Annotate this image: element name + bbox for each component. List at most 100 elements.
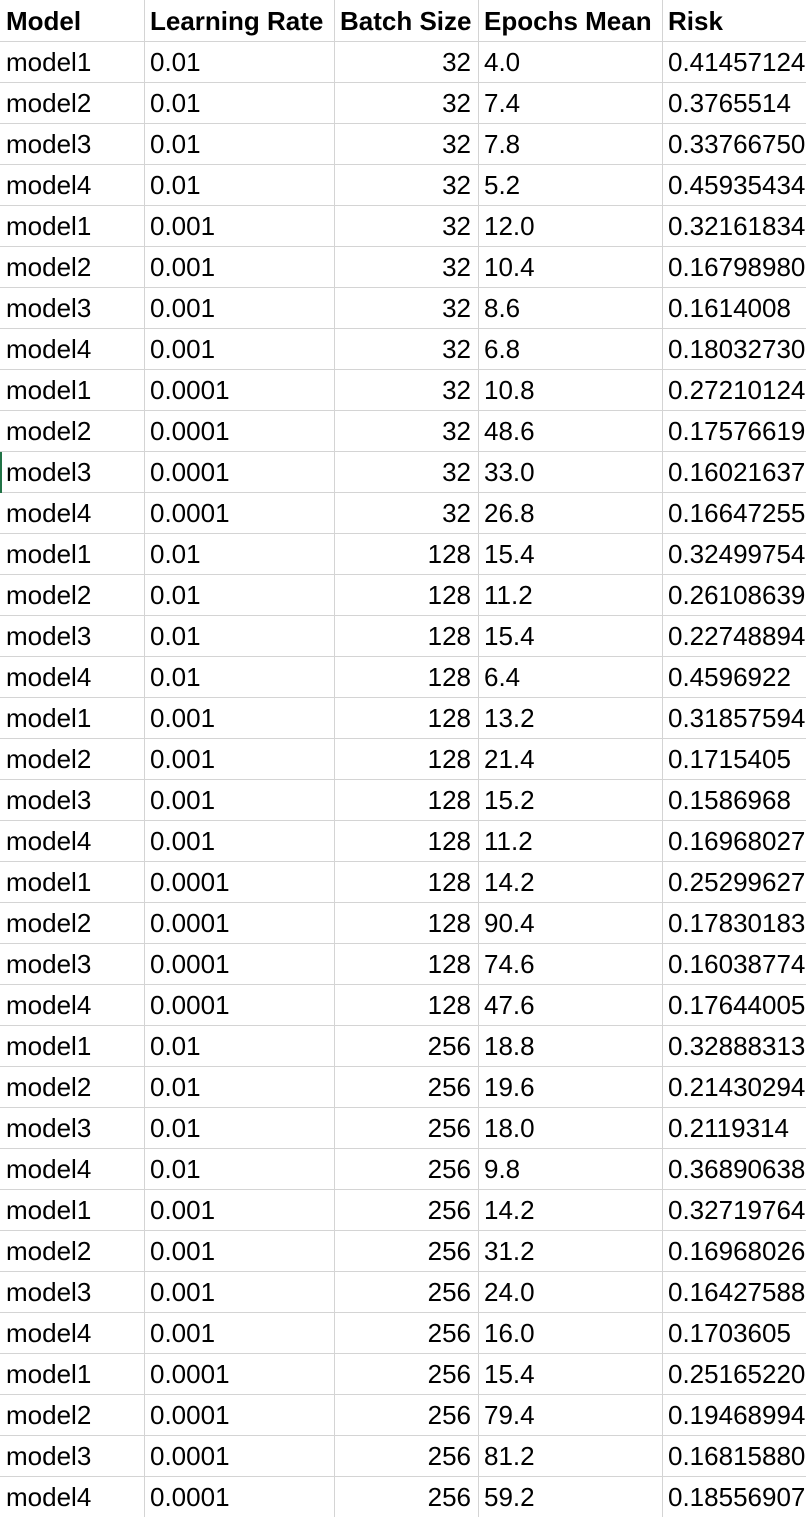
cell-batch-size[interactable]: 32 [335,165,479,206]
cell-learning-rate[interactable]: 0.001 [145,1313,335,1354]
cell-learning-rate[interactable]: 0.001 [145,329,335,370]
cell-batch-size[interactable]: 32 [335,83,479,124]
cell-epochs-mean[interactable]: 24.0 [479,1272,663,1313]
cell-epochs-mean[interactable]: 11.2 [479,575,663,616]
cell-model[interactable]: model4 [0,985,145,1026]
header-cell-batch-size[interactable]: Batch Size [335,0,479,42]
cell-batch-size[interactable]: 128 [335,657,479,698]
cell-learning-rate[interactable]: 0.0001 [145,1477,335,1517]
cell-learning-rate[interactable]: 0.01 [145,616,335,657]
cell-risk[interactable]: 0.4596922 [663,657,806,698]
cell-risk[interactable]: 0.19468994 [663,1395,806,1436]
cell-batch-size[interactable]: 256 [335,1354,479,1395]
cell-batch-size[interactable]: 128 [335,903,479,944]
cell-risk[interactable]: 0.25299627 [663,862,806,903]
cell-epochs-mean[interactable]: 7.8 [479,124,663,165]
cell-epochs-mean[interactable]: 18.0 [479,1108,663,1149]
cell-batch-size[interactable]: 128 [335,780,479,821]
cell-learning-rate[interactable]: 0.0001 [145,944,335,985]
cell-epochs-mean[interactable]: 47.6 [479,985,663,1026]
cell-learning-rate[interactable]: 0.001 [145,288,335,329]
cell-learning-rate[interactable]: 0.001 [145,1272,335,1313]
cell-epochs-mean[interactable]: 4.0 [479,42,663,83]
cell-epochs-mean[interactable]: 7.4 [479,83,663,124]
cell-epochs-mean[interactable]: 14.2 [479,1190,663,1231]
cell-model[interactable]: model2 [0,411,145,452]
cell-learning-rate[interactable]: 0.01 [145,124,335,165]
cell-epochs-mean[interactable]: 6.4 [479,657,663,698]
cell-epochs-mean[interactable]: 12.0 [479,206,663,247]
cell-learning-rate[interactable]: 0.01 [145,165,335,206]
cell-epochs-mean[interactable]: 48.6 [479,411,663,452]
cell-risk[interactable]: 0.1715405 [663,739,806,780]
cell-risk[interactable]: 0.27210124 [663,370,806,411]
cell-model[interactable]: model3 [0,124,145,165]
cell-learning-rate[interactable]: 0.0001 [145,411,335,452]
cell-learning-rate[interactable]: 0.0001 [145,1395,335,1436]
cell-risk[interactable]: 0.17830183 [663,903,806,944]
cell-epochs-mean[interactable]: 10.8 [479,370,663,411]
cell-model[interactable]: model4 [0,329,145,370]
cell-learning-rate[interactable]: 0.001 [145,739,335,780]
cell-epochs-mean[interactable]: 16.0 [479,1313,663,1354]
cell-risk[interactable]: 0.33766750 [663,124,806,165]
cell-epochs-mean[interactable]: 18.8 [479,1026,663,1067]
cell-learning-rate[interactable]: 0.01 [145,534,335,575]
cell-learning-rate[interactable]: 0.0001 [145,1354,335,1395]
cell-learning-rate[interactable]: 0.01 [145,83,335,124]
cell-epochs-mean[interactable]: 59.2 [479,1477,663,1517]
cell-model[interactable]: model2 [0,739,145,780]
cell-batch-size[interactable]: 256 [335,1231,479,1272]
cell-model[interactable]: model2 [0,1395,145,1436]
cell-epochs-mean[interactable]: 8.6 [479,288,663,329]
cell-risk[interactable]: 0.16427588 [663,1272,806,1313]
cell-learning-rate[interactable]: 0.0001 [145,862,335,903]
cell-model[interactable]: model4 [0,1313,145,1354]
cell-epochs-mean[interactable]: 14.2 [479,862,663,903]
header-cell-risk[interactable]: Risk [663,0,806,42]
cell-model[interactable]: model4 [0,1477,145,1517]
cell-model[interactable]: model4 [0,657,145,698]
cell-risk[interactable]: 0.25165220 [663,1354,806,1395]
cell-learning-rate[interactable]: 0.01 [145,1108,335,1149]
cell-risk[interactable]: 0.36890638 [663,1149,806,1190]
cell-learning-rate[interactable]: 0.0001 [145,452,335,493]
cell-learning-rate[interactable]: 0.0001 [145,985,335,1026]
cell-learning-rate[interactable]: 0.001 [145,1190,335,1231]
cell-epochs-mean[interactable]: 9.8 [479,1149,663,1190]
cell-model[interactable]: model1 [0,1354,145,1395]
cell-batch-size[interactable]: 256 [335,1190,479,1231]
cell-risk[interactable]: 0.18556907 [663,1477,806,1517]
cell-batch-size[interactable]: 256 [335,1108,479,1149]
cell-learning-rate[interactable]: 0.001 [145,1231,335,1272]
cell-batch-size[interactable]: 32 [335,452,479,493]
cell-batch-size[interactable]: 128 [335,534,479,575]
cell-model[interactable]: model2 [0,1231,145,1272]
cell-epochs-mean[interactable]: 79.4 [479,1395,663,1436]
cell-risk[interactable]: 0.41457124 [663,42,806,83]
cell-batch-size[interactable]: 128 [335,739,479,780]
cell-learning-rate[interactable]: 0.001 [145,247,335,288]
cell-learning-rate[interactable]: 0.0001 [145,1436,335,1477]
cell-learning-rate[interactable]: 0.01 [145,575,335,616]
cell-risk[interactable]: 0.18032730 [663,329,806,370]
cell-learning-rate[interactable]: 0.001 [145,698,335,739]
cell-risk[interactable]: 0.45935434 [663,165,806,206]
cell-risk[interactable]: 0.16021637 [663,452,806,493]
cell-model[interactable]: model4 [0,821,145,862]
cell-model[interactable]: model1 [0,1190,145,1231]
cell-batch-size[interactable]: 32 [335,288,479,329]
cell-epochs-mean[interactable]: 5.2 [479,165,663,206]
cell-learning-rate[interactable]: 0.001 [145,206,335,247]
cell-model[interactable]: model3 [0,1436,145,1477]
cell-model[interactable]: model1 [0,534,145,575]
cell-model[interactable]: model3 [0,616,145,657]
cell-batch-size[interactable]: 256 [335,1436,479,1477]
cell-model[interactable]: model3 [0,288,145,329]
cell-model[interactable]: model2 [0,903,145,944]
cell-epochs-mean[interactable]: 6.8 [479,329,663,370]
cell-risk[interactable]: 0.1614008 [663,288,806,329]
cell-batch-size[interactable]: 128 [335,575,479,616]
cell-model[interactable]: model2 [0,247,145,288]
cell-risk[interactable]: 0.16968027 [663,821,806,862]
